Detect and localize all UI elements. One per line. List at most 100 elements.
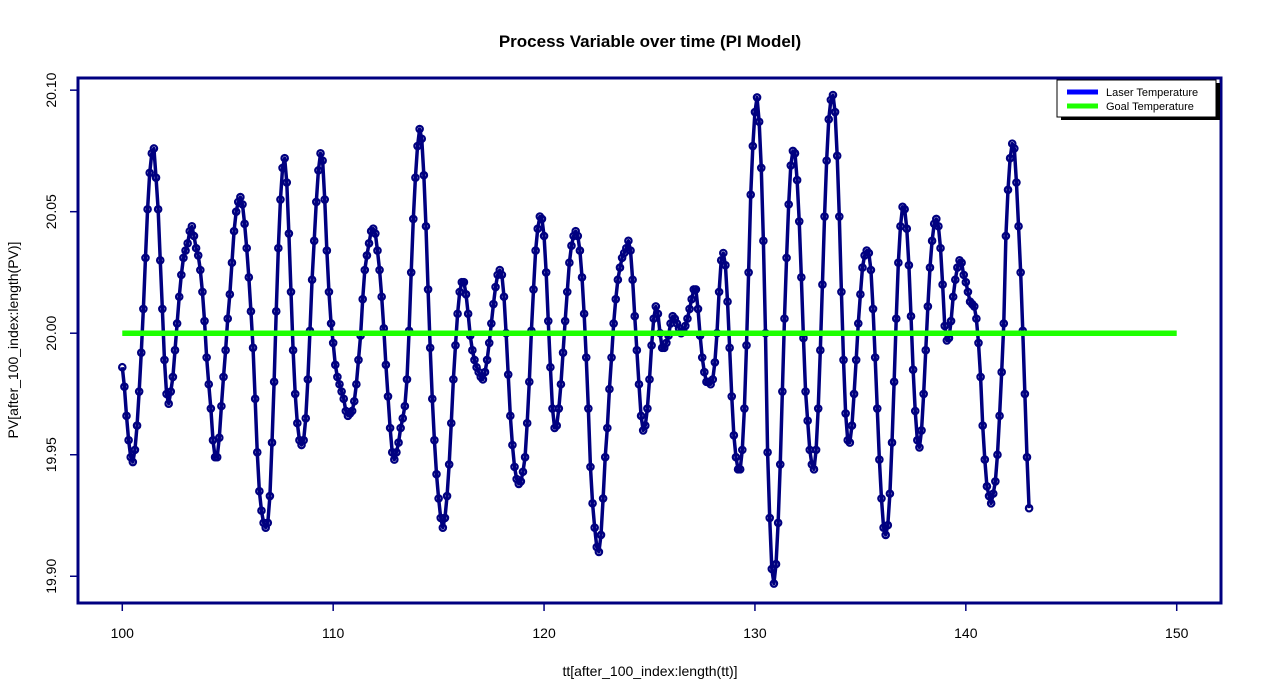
data-point bbox=[520, 452, 530, 462]
data-point bbox=[288, 345, 298, 355]
x-tick-label: 130 bbox=[743, 625, 767, 641]
chart-title: Process Variable over time (PI Model) bbox=[499, 32, 801, 51]
data-point bbox=[822, 156, 831, 165]
data-point bbox=[221, 345, 230, 355]
data-point bbox=[841, 409, 850, 418]
data-point bbox=[847, 421, 857, 430]
data-point bbox=[387, 448, 397, 457]
data-point bbox=[413, 141, 422, 151]
data-point bbox=[487, 319, 496, 328]
data-point bbox=[240, 219, 249, 229]
data-point bbox=[697, 353, 707, 362]
data-point bbox=[792, 175, 802, 185]
data-point bbox=[856, 290, 865, 299]
data-point bbox=[423, 285, 433, 294]
data-point bbox=[284, 229, 294, 238]
data-point bbox=[1024, 503, 1034, 513]
data-point bbox=[640, 421, 650, 430]
data-point bbox=[212, 452, 222, 462]
data-point bbox=[196, 265, 205, 275]
data-point bbox=[1010, 144, 1019, 153]
data-point bbox=[229, 226, 239, 236]
data-point bbox=[748, 141, 758, 151]
data-point bbox=[818, 280, 827, 289]
data-point bbox=[902, 224, 912, 233]
data-point bbox=[427, 394, 437, 404]
data-point bbox=[950, 275, 960, 285]
data-point bbox=[934, 221, 943, 231]
data-point bbox=[425, 343, 435, 353]
data-point bbox=[588, 499, 597, 508]
data-point bbox=[735, 465, 745, 474]
data-point bbox=[299, 435, 308, 445]
data-point bbox=[946, 316, 956, 326]
data-point bbox=[320, 195, 330, 204]
data-point bbox=[246, 307, 256, 316]
data-point bbox=[314, 166, 323, 175]
data-point bbox=[533, 224, 543, 233]
data-point bbox=[567, 241, 576, 251]
data-point bbox=[172, 319, 182, 328]
legend-label-laser: Laser Temperature bbox=[1106, 87, 1198, 99]
data-point bbox=[293, 418, 302, 428]
data-point bbox=[643, 404, 652, 413]
data-point bbox=[813, 404, 823, 413]
legend-label-goal: Goal Temperature bbox=[1106, 101, 1194, 113]
data-point bbox=[290, 389, 300, 399]
data-point bbox=[778, 387, 787, 396]
data-point bbox=[400, 401, 410, 411]
data-point bbox=[385, 423, 395, 433]
data-point bbox=[164, 399, 173, 408]
data-point bbox=[200, 316, 209, 326]
data-point bbox=[516, 477, 526, 486]
data-point bbox=[662, 338, 671, 348]
data-point bbox=[307, 275, 317, 285]
data-point bbox=[917, 426, 926, 435]
data-point bbox=[510, 462, 519, 472]
data-point bbox=[603, 423, 612, 433]
data-point bbox=[904, 260, 914, 270]
data-point bbox=[858, 263, 867, 272]
data-point bbox=[744, 268, 753, 277]
data-point bbox=[782, 253, 791, 263]
data-point bbox=[394, 438, 403, 447]
data-point bbox=[727, 392, 737, 401]
data-point bbox=[499, 292, 509, 302]
data-point bbox=[202, 353, 211, 362]
data-point bbox=[700, 367, 709, 377]
data-point bbox=[870, 353, 880, 362]
data-point bbox=[468, 345, 477, 355]
data-point bbox=[518, 467, 528, 477]
data-point bbox=[598, 494, 608, 503]
data-point bbox=[280, 153, 289, 163]
data-point bbox=[959, 270, 969, 280]
data-point bbox=[143, 204, 152, 214]
data-point bbox=[630, 311, 640, 321]
data-point bbox=[581, 353, 591, 362]
data-point bbox=[577, 273, 587, 282]
data-point bbox=[824, 115, 834, 124]
data-point bbox=[936, 243, 945, 253]
data-point bbox=[632, 345, 642, 355]
data-point bbox=[309, 236, 319, 246]
data-point bbox=[151, 173, 161, 182]
data-point bbox=[1020, 389, 1030, 399]
data-point bbox=[556, 379, 566, 389]
data-point bbox=[278, 163, 287, 173]
data-point bbox=[269, 377, 279, 387]
data-point bbox=[130, 445, 140, 455]
data-point bbox=[681, 321, 690, 331]
data-point bbox=[160, 355, 169, 365]
data-point bbox=[765, 513, 775, 523]
data-point bbox=[925, 263, 935, 272]
data-point bbox=[832, 151, 842, 161]
data-point bbox=[531, 246, 540, 255]
data-point bbox=[558, 348, 568, 357]
data-point bbox=[883, 520, 893, 530]
data-point bbox=[725, 343, 734, 353]
data-point bbox=[579, 309, 589, 319]
y-tick-label: 20.10 bbox=[43, 72, 59, 107]
data-point bbox=[923, 302, 933, 311]
data-point bbox=[402, 375, 412, 384]
data-point bbox=[506, 411, 515, 421]
